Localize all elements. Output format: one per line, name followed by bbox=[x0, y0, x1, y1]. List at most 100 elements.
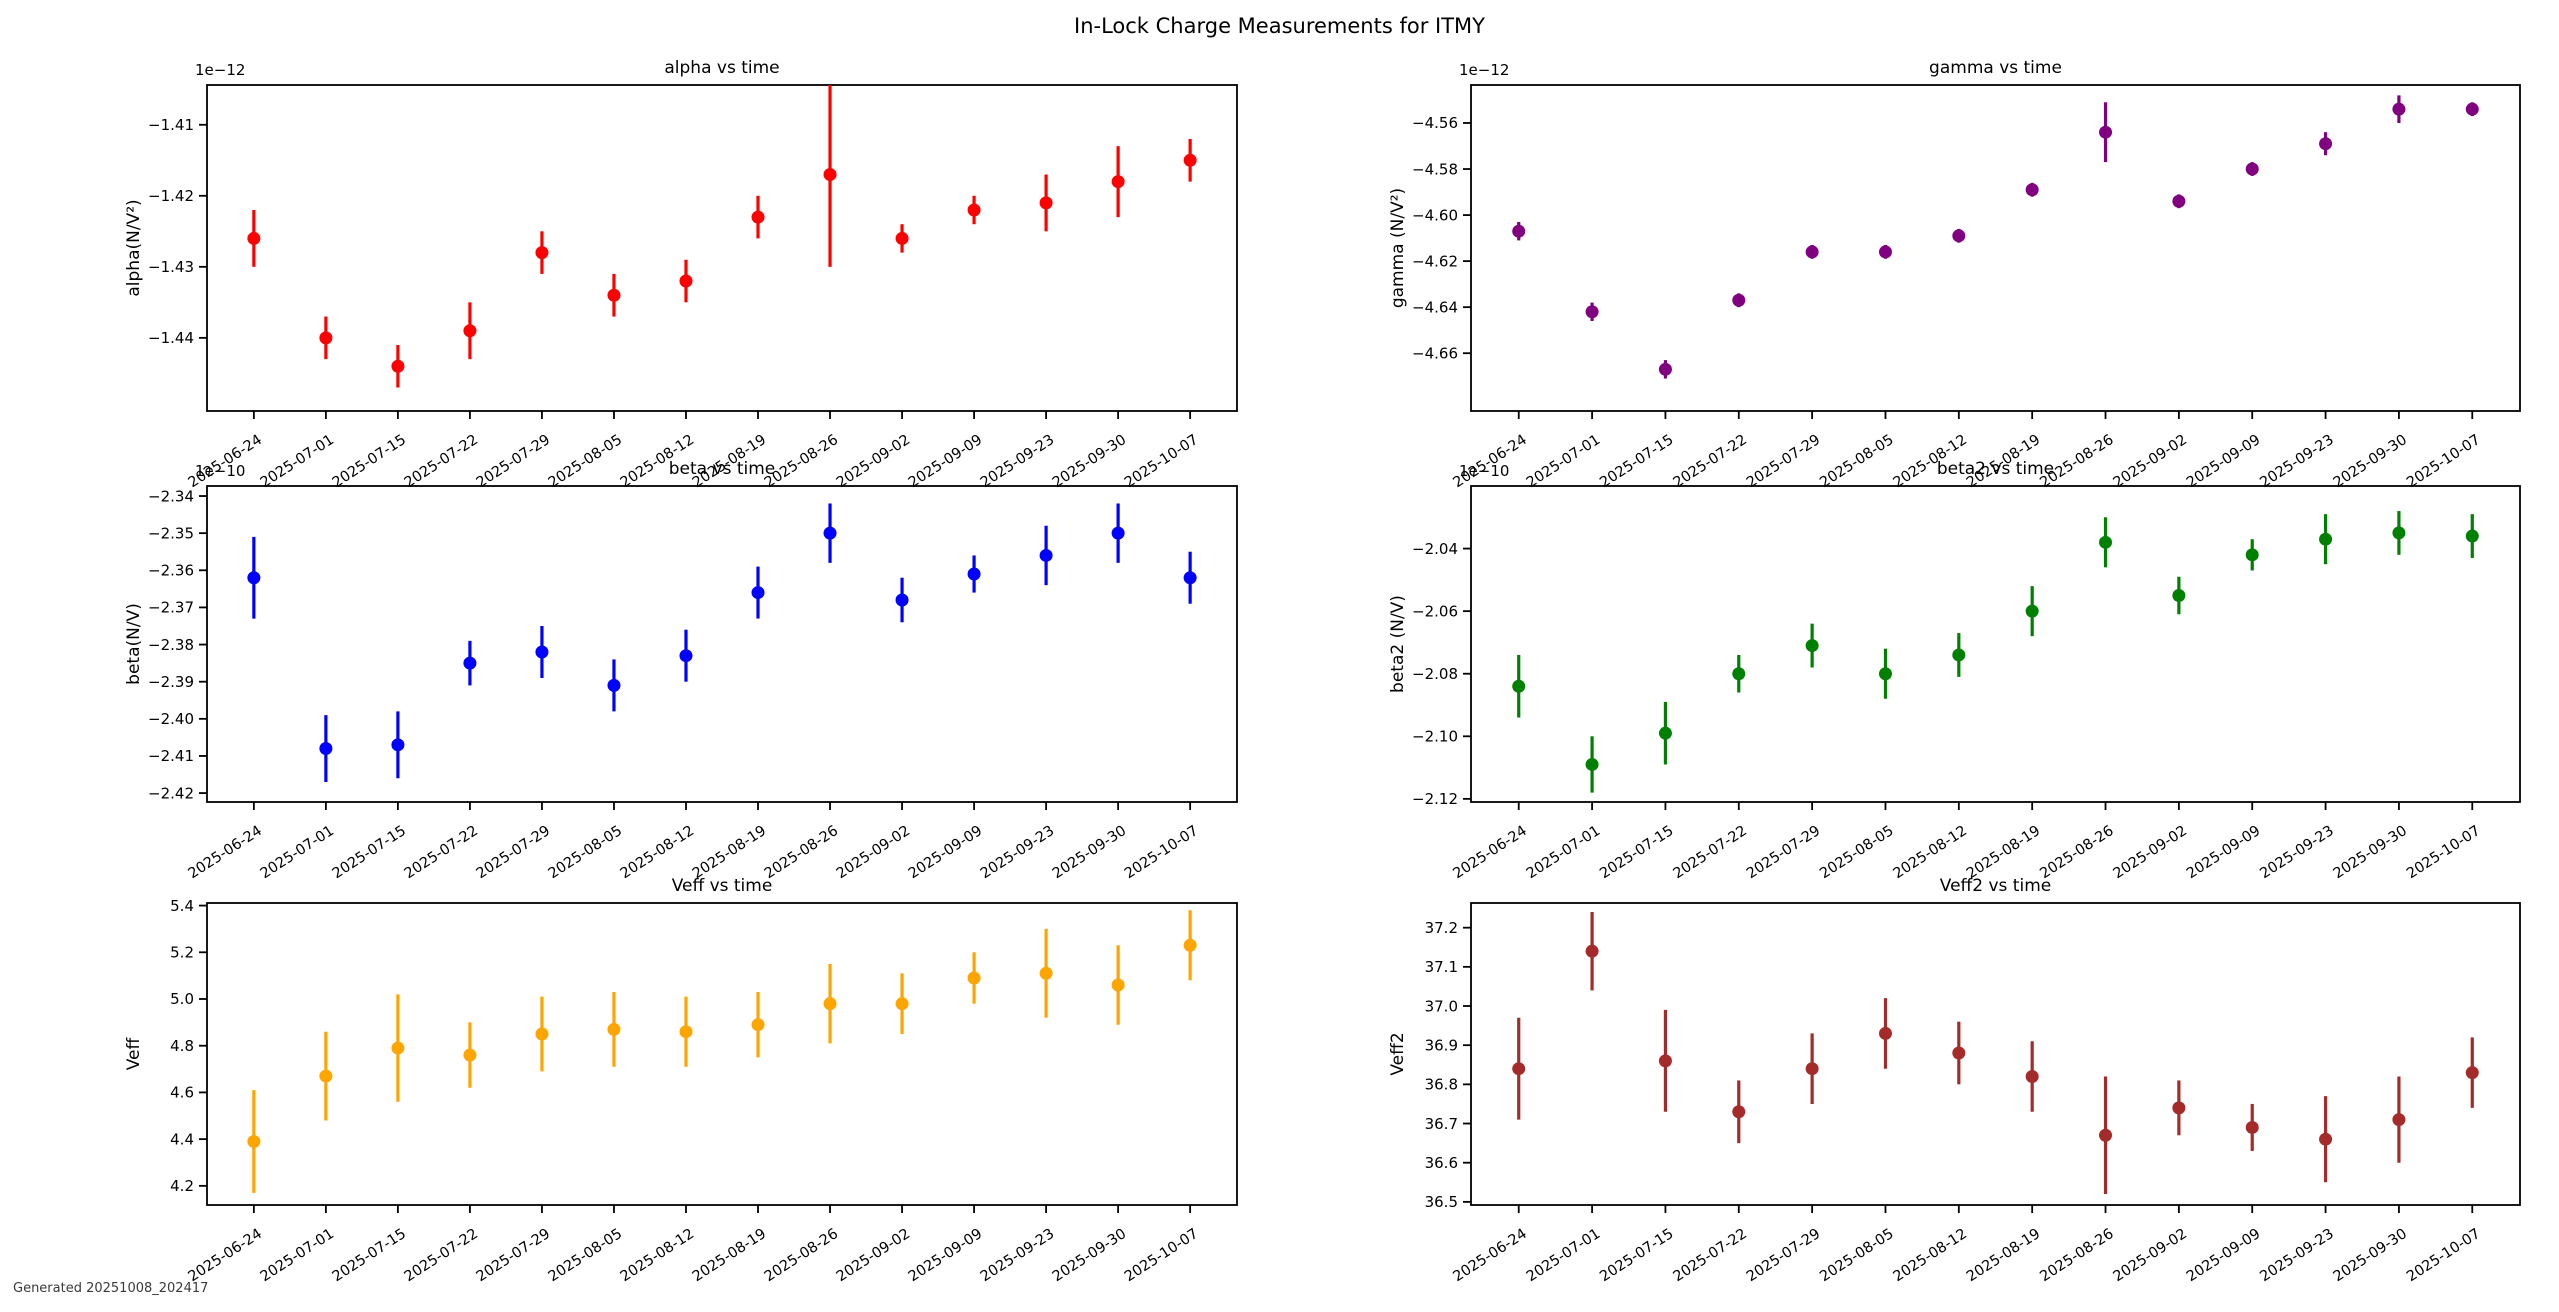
Veff2-data-point bbox=[1512, 1062, 1526, 1076]
alpha-data-point bbox=[823, 167, 837, 181]
Veff2-xtick-label: 2025-07-29 bbox=[1744, 1226, 1823, 1285]
Veff-plot-frame bbox=[206, 902, 1238, 1206]
Veff-data-point bbox=[1039, 966, 1053, 980]
alpha-data-point bbox=[895, 231, 909, 245]
Veff-xtick-label: 2025-06-24 bbox=[186, 1226, 265, 1285]
alpha-title: alpha vs time bbox=[664, 58, 779, 78]
Veff-data-point bbox=[535, 1027, 549, 1041]
gamma-data-point bbox=[1585, 305, 1599, 319]
beta-xtick-label: 2025-08-12 bbox=[618, 823, 697, 882]
Veff-data-point bbox=[607, 1022, 621, 1036]
beta-data-point bbox=[1039, 548, 1053, 562]
beta-data-point bbox=[679, 649, 693, 663]
gamma-xtick-label: 2025-09-30 bbox=[2331, 432, 2410, 491]
beta-xtick-label: 2025-09-30 bbox=[1050, 823, 1129, 882]
gamma-data-point bbox=[2172, 194, 2186, 208]
Veff2-data-point bbox=[2319, 1132, 2333, 1146]
beta2-data-point bbox=[2465, 529, 2479, 543]
alpha-data-point bbox=[319, 331, 333, 345]
gamma-data-point bbox=[1805, 245, 1819, 259]
beta2-data-point bbox=[2392, 526, 2406, 540]
beta2-data-point bbox=[2245, 548, 2259, 562]
alpha-xtick-label: 2025-07-29 bbox=[474, 432, 553, 491]
alpha-ytick-label: −1.41 bbox=[148, 116, 194, 134]
beta2-xtick-label: 2025-09-23 bbox=[2257, 823, 2336, 882]
beta2-ytick-label: −2.12 bbox=[1412, 790, 1458, 808]
beta-offset-label: 1e−10 bbox=[195, 462, 245, 480]
Veff2-ytick-label: 36.5 bbox=[1425, 1193, 1458, 1211]
alpha-data-point bbox=[1039, 196, 1053, 210]
gamma-data-point bbox=[2465, 102, 2479, 116]
Veff2-title: Veff2 vs time bbox=[1940, 876, 2051, 896]
Veff-xtick-label: 2025-09-30 bbox=[1050, 1226, 1129, 1285]
Veff-data-point bbox=[751, 1018, 765, 1032]
alpha-plot-frame bbox=[206, 84, 1238, 412]
beta-data-point bbox=[391, 738, 405, 752]
beta-data-point bbox=[535, 645, 549, 659]
beta2-data-point bbox=[1878, 667, 1892, 681]
gamma-xtick-label: 2025-10-07 bbox=[2404, 432, 2483, 491]
beta2-ytick-label: −2.04 bbox=[1412, 540, 1458, 558]
Veff-xtick-label: 2025-07-15 bbox=[330, 1226, 409, 1285]
beta-xtick-label: 2025-06-24 bbox=[186, 823, 265, 882]
Veff-ytick-label: 5.2 bbox=[170, 944, 194, 962]
gamma-data-point bbox=[2392, 102, 2406, 116]
alpha-xtick-label: 2025-09-09 bbox=[906, 432, 985, 491]
gamma-data-point bbox=[2319, 137, 2333, 151]
subplot-beta2: −2.04−2.06−2.08−2.10−2.122025-06-242025-… bbox=[1388, 459, 2521, 882]
beta2-xtick-label: 2025-08-12 bbox=[1891, 823, 1970, 882]
alpha-data-point bbox=[535, 246, 549, 260]
alpha-xtick-label: 2025-07-22 bbox=[402, 432, 481, 491]
Veff-data-point bbox=[823, 997, 837, 1011]
Veff-xtick-label: 2025-10-07 bbox=[1122, 1226, 1201, 1285]
gamma-ytick-label: −4.66 bbox=[1412, 344, 1458, 362]
gamma-data-point bbox=[1658, 362, 1672, 376]
beta-data-point bbox=[607, 678, 621, 692]
gamma-xtick-label: 2025-07-01 bbox=[1524, 432, 1603, 491]
Veff-xtick-label: 2025-07-29 bbox=[474, 1226, 553, 1285]
Veff2-xtick-label: 2025-08-12 bbox=[1891, 1226, 1970, 1285]
alpha-ytick-label: −1.44 bbox=[148, 329, 194, 347]
Veff-xtick-label: 2025-08-05 bbox=[546, 1226, 625, 1285]
alpha-data-point bbox=[1111, 175, 1125, 189]
beta-ytick-label: −2.36 bbox=[148, 562, 194, 580]
beta2-ytick-label: −2.10 bbox=[1412, 728, 1458, 746]
Veff2-xtick-label: 2025-09-30 bbox=[2331, 1226, 2410, 1285]
beta2-xtick-label: 2025-07-15 bbox=[1597, 823, 1676, 882]
Veff2-data-point bbox=[1878, 1026, 1892, 1040]
Veff2-xtick-label: 2025-08-05 bbox=[1817, 1226, 1896, 1285]
Veff-ytick-label: 4.8 bbox=[170, 1037, 194, 1055]
Veff-title: Veff vs time bbox=[672, 876, 773, 896]
Veff-xtick-label: 2025-09-09 bbox=[906, 1226, 985, 1285]
beta-xtick-label: 2025-08-19 bbox=[690, 823, 769, 882]
Veff2-ylabel: Veff2 bbox=[1388, 1032, 1408, 1075]
beta2-data-point bbox=[1585, 757, 1599, 771]
alpha-data-point bbox=[607, 288, 621, 302]
alpha-data-point bbox=[463, 324, 477, 338]
beta-plot-frame bbox=[206, 485, 1238, 803]
Veff2-data-point bbox=[2245, 1120, 2259, 1134]
beta2-xtick-label: 2025-07-01 bbox=[1524, 823, 1603, 882]
gamma-data-point bbox=[2099, 125, 2113, 139]
gamma-xtick-label: 2025-07-15 bbox=[1597, 432, 1676, 491]
gamma-xtick-label: 2025-07-22 bbox=[1671, 432, 1750, 491]
beta-ytick-label: −2.35 bbox=[148, 524, 194, 542]
gamma-xtick-label: 2025-08-05 bbox=[1817, 432, 1896, 491]
beta-xtick-label: 2025-07-22 bbox=[402, 823, 481, 882]
beta2-title: beta2 vs time bbox=[1937, 459, 2054, 479]
beta2-data-point bbox=[2099, 535, 2113, 549]
Veff-data-point bbox=[463, 1048, 477, 1062]
gamma-ytick-label: −4.56 bbox=[1412, 114, 1458, 132]
Veff-xtick-label: 2025-08-12 bbox=[618, 1226, 697, 1285]
subplot-alpha: −1.41−1.42−1.43−1.442025-06-242025-07-01… bbox=[124, 58, 1238, 491]
beta-xtick-label: 2025-09-09 bbox=[906, 823, 985, 882]
Veff2-data-point bbox=[1952, 1046, 1966, 1060]
Veff-ylabel: Veff bbox=[124, 1036, 144, 1070]
gamma-ytick-label: −4.62 bbox=[1412, 252, 1458, 270]
figure-title: In-Lock Charge Measurements for ITMY bbox=[1074, 14, 1485, 38]
beta-ytick-label: −2.39 bbox=[148, 673, 194, 691]
Veff-ytick-label: 5.0 bbox=[170, 990, 194, 1008]
Veff2-xtick-label: 2025-07-22 bbox=[1671, 1226, 1750, 1285]
alpha-xtick-label: 2025-07-15 bbox=[330, 432, 409, 491]
Veff-data-point bbox=[967, 971, 981, 985]
